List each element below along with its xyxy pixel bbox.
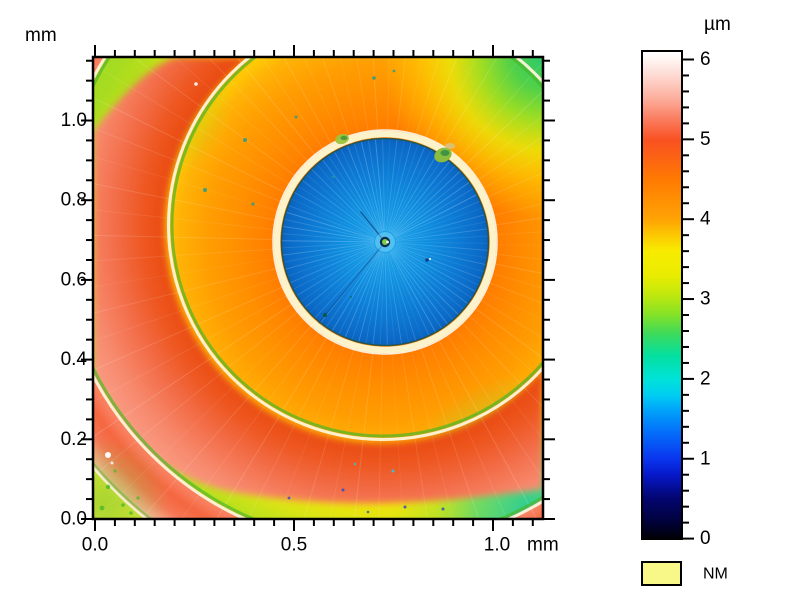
plateau-rim — [272, 129, 498, 355]
y-tick-label: 0.0 — [61, 509, 87, 530]
colorbar-unit-label: µm — [704, 14, 731, 35]
colorbar-tick-label: 4 — [700, 209, 711, 230]
disk-radial-streaks — [282, 139, 488, 345]
colorbar-ticks — [682, 58, 694, 540]
x-tick-label: 0.5 — [281, 535, 307, 556]
y-axis-unit-label: mm — [25, 25, 57, 46]
x-tick-label: 1.0 — [484, 535, 510, 556]
y-tick-label: 0.6 — [61, 269, 87, 290]
y-tick-label: 0.2 — [61, 429, 87, 450]
colorbar-tick-label: 3 — [700, 289, 711, 310]
y-tick-label: 1.0 — [61, 110, 87, 131]
nm-swatch — [641, 561, 682, 586]
red-salmon-band — [93, 57, 543, 504]
plot-frame — [91, 55, 545, 521]
colorbar-tick-label: 5 — [700, 129, 711, 150]
y-tick-label: 0.4 — [61, 349, 88, 370]
y-tick-label: 0.8 — [61, 190, 87, 211]
x-tick-label: 0.0 — [82, 535, 108, 556]
colorbar-tick-label: 6 — [700, 49, 711, 70]
speckle-defects — [99, 69, 445, 515]
x-axis-tick-labels: 0.0 0.5 1.0 mm — [82, 535, 559, 556]
axis-ticks — [81, 45, 555, 531]
debris-blobs — [335, 133, 455, 163]
colorbar-tick-label: 1 — [700, 448, 711, 469]
nm-label: NM — [703, 566, 728, 583]
colorbar-tick-label: 0 — [700, 528, 711, 549]
colorbar-tick-labels: 6 5 4 3 2 1 0 — [700, 49, 711, 549]
center-defect-dot — [375, 232, 395, 252]
sw-speckle-tint — [93, 437, 183, 519]
y-axis-tick-labels: 1.0 0.8 0.6 0.4 0.2 0.0 — [61, 110, 88, 530]
colorbar — [641, 50, 683, 540]
x-axis-unit-label: mm — [527, 535, 559, 556]
colorbar-tick-label: 2 — [700, 368, 711, 389]
groove-arcs — [93, 57, 543, 519]
